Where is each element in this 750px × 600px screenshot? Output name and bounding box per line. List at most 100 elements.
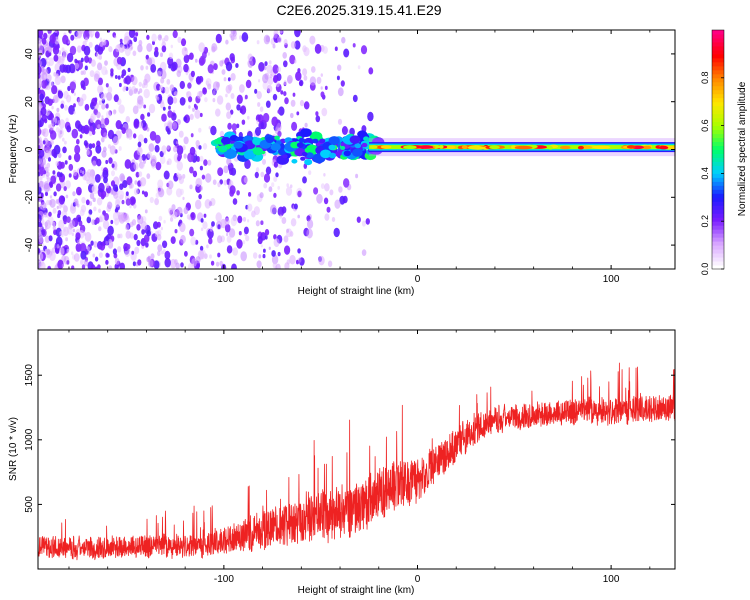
spectrogram-noise-cell xyxy=(204,97,208,103)
spectrogram-noise-cell xyxy=(208,237,213,245)
spectrogram-noise-cell xyxy=(151,33,157,42)
spectrogram-noise-cell xyxy=(65,117,69,123)
spectrogram-noise-cell xyxy=(321,107,328,117)
spectrogram-noise-cell xyxy=(236,123,240,129)
spectrogram-noise-cell xyxy=(199,112,203,118)
spectrogram-noise-cell xyxy=(98,182,105,193)
spectrogram-noise-cell xyxy=(68,155,72,161)
spectrogram-noise-cell xyxy=(251,210,256,218)
spectrogram-noise-cell xyxy=(195,199,202,210)
spectrogram-noise-cell xyxy=(155,161,162,171)
spectrogram-noise-cell xyxy=(51,85,58,95)
spectrogram-noise-cell xyxy=(294,40,301,50)
spectrogram-noise-cell xyxy=(215,212,222,222)
spectrogram-noise-cell xyxy=(46,84,51,91)
spectrogram-noise-cell xyxy=(283,60,288,68)
spectrogram-noise-cell xyxy=(187,82,192,89)
spectrogram-noise-cell xyxy=(229,189,235,197)
spectrogram-noise-cell xyxy=(41,79,48,89)
spectrogram-noise-cell xyxy=(45,171,50,178)
spectrogram-noise-cell xyxy=(176,145,184,156)
spectrogram-noise-cell xyxy=(217,167,224,177)
spectrogram-noise-cell xyxy=(219,130,225,138)
spectrogram-noise-cell xyxy=(44,235,50,243)
spectrogram-noise-cell xyxy=(277,36,282,43)
spectrogram-noise-cell xyxy=(189,78,193,83)
colorbar-segment xyxy=(712,97,724,103)
spectrogram-noise-cell xyxy=(311,66,316,73)
spectrogram-noise-cell xyxy=(253,252,258,259)
spectrogram-noise-cell xyxy=(43,32,48,40)
spectrogram-noise-cell xyxy=(273,32,278,39)
spectrogram-noise-cell xyxy=(279,30,283,34)
spectrogram-noise-cell xyxy=(48,211,52,217)
spectrogram-noise-cell xyxy=(221,69,226,75)
spectrogram-noise-cell xyxy=(284,245,291,255)
spectrogram-onset-cell xyxy=(233,141,243,149)
colorbar-segment xyxy=(712,253,724,258)
spectrogram-noise-cell xyxy=(199,185,203,191)
spectrogram-noise-cell xyxy=(223,165,229,174)
spectrogram-noise-cell xyxy=(86,149,90,156)
spectrogram-noise-cell xyxy=(322,46,328,54)
spectrogram-noise-cell xyxy=(125,116,131,123)
spectrogram-noise-cell xyxy=(343,178,350,188)
spectrogram-noise-cell xyxy=(309,76,317,86)
spectrogram-noise-cell xyxy=(262,112,270,123)
spectrogram-noise-cell xyxy=(60,103,64,109)
spectrogram-noise-cell xyxy=(236,94,243,105)
spectrogram-noise-cell xyxy=(43,118,48,124)
spectrogram-noise-cell xyxy=(75,232,81,240)
colorbar-ticks: 0.0 0.2 0.4 0.6 0.8 xyxy=(700,72,724,275)
spectrogram-noise-cell xyxy=(289,254,296,265)
spectrogram-noise-cell xyxy=(273,176,278,183)
spectrogram-noise-cell xyxy=(93,206,97,212)
snr-y-axis-label: SNR (10 * v/v) xyxy=(8,417,19,481)
colorbar-segment xyxy=(712,89,724,95)
spectrogram-noise-cell xyxy=(272,93,278,101)
spectrogram-noise-cell xyxy=(92,197,96,203)
spectrogram-noise-cell xyxy=(259,106,264,112)
spectrogram-noise-cell xyxy=(141,229,146,235)
spectrogram-noise-cell xyxy=(207,52,210,56)
spectrogram-noise-cell xyxy=(275,172,279,178)
spectrogram-noise-cell xyxy=(229,179,232,184)
spectrogram-noise-cell xyxy=(176,172,180,178)
colorbar-segment xyxy=(712,237,724,242)
spectrogram-noise-cell xyxy=(207,159,212,166)
spectrogram-noise-cell xyxy=(140,65,144,71)
spectrogram-noise-cell xyxy=(232,198,238,205)
signal-peak-cell xyxy=(418,145,434,149)
spectrogram-noise-cell xyxy=(315,111,319,116)
spectrogram-noise-cell xyxy=(146,256,151,263)
spectrogram-noise-cell xyxy=(99,37,103,42)
colorbar-segment xyxy=(712,193,724,198)
spectrogram-noise-cell xyxy=(283,39,288,45)
spectrogram-noise-cell xyxy=(219,260,223,267)
spectrogram-noise-cell xyxy=(65,64,72,74)
spectrogram-noise-cell xyxy=(46,74,52,82)
colorbar-segment xyxy=(712,181,724,186)
spectrogram-noise-cell xyxy=(278,106,285,116)
spectrogram-noise-cell xyxy=(225,39,229,45)
spectrogram-noise-cell xyxy=(368,67,374,75)
spectrogram-noise-cell xyxy=(52,45,60,55)
spectrogram-noise-cell xyxy=(40,201,47,211)
spectrogram-onset-cell xyxy=(340,145,346,150)
spectrogram-noise-cell xyxy=(195,58,198,63)
spectrogram-noise-cell xyxy=(279,214,283,219)
spectrogram-noise-cell xyxy=(179,222,186,233)
spectrogram-noise-cell xyxy=(173,145,178,153)
spectrogram-noise-cell xyxy=(320,183,325,190)
spectrogram-noise-cell xyxy=(47,265,52,269)
spectrogram-noise-cell xyxy=(49,195,53,199)
spectrogram-ticks: -100 0 100 -40 -20 0 20 40 xyxy=(24,30,675,285)
spectrogram-noise-cell xyxy=(140,100,144,106)
spectrogram-noise-cell xyxy=(64,140,67,145)
spectrogram-noise-cell xyxy=(105,83,109,88)
spectrogram-noise-cell xyxy=(38,119,42,128)
spectrogram-noise-cell xyxy=(260,171,265,178)
spectrogram-onset-cell xyxy=(352,148,363,157)
spectrogram-noise-cell xyxy=(96,140,101,148)
spectrogram-noise-cell xyxy=(297,214,301,219)
